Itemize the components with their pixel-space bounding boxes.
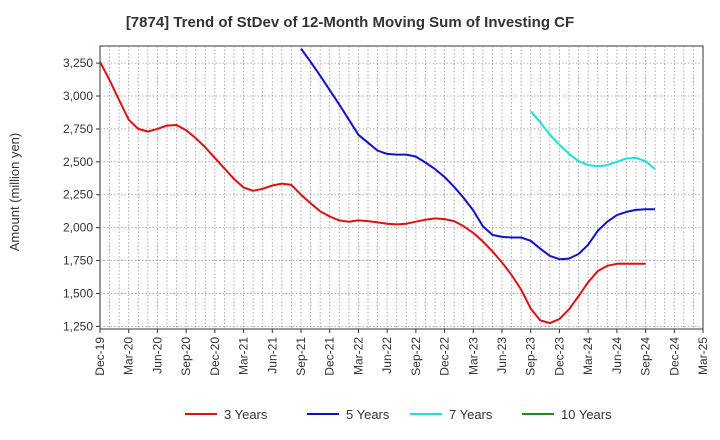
series-line-5-years [300,48,656,261]
x-tick-label: Mar-22 [351,337,365,375]
x-axis: Dec-19 Mar-20 Jun-20 Sep-20 Dec-20 Mar-21 Jun-… [93,329,710,376]
x-tick-label: Dec-19 [93,337,107,376]
series-lines [99,48,656,325]
x-tick-label: Jun-20 [150,337,164,374]
y-tick-label: 2,500 [63,155,93,169]
y-tick-label: 1,750 [63,254,93,268]
legend-label-7-years: 7 Years [449,407,493,422]
x-tick-label: Mar-25 [696,337,710,375]
x-tick-label: Sep-22 [409,337,423,376]
x-tick-label: Mar-23 [466,337,480,375]
y-tick-label: 2,000 [63,221,93,235]
x-tick-label: Mar-21 [237,337,251,375]
series-line-7-years [529,110,656,170]
x-tick-label: Jun-23 [495,337,509,374]
x-tick-label: Dec-20 [208,337,222,376]
x-tick-label: Sep-24 [639,337,653,376]
x-tick-label: Dec-21 [323,337,337,376]
x-tick-label: Jun-24 [610,337,624,374]
grid-lines [100,46,703,329]
y-tick-label: 1,250 [63,319,93,333]
x-tick-label: Sep-23 [524,337,538,376]
x-tick-label: Dec-24 [667,337,681,376]
x-tick-label: Dec-23 [552,337,566,376]
plot-frame [99,45,704,330]
y-axis-label: Amount (million yen) [7,133,22,252]
y-tick-label: 2,750 [63,122,93,136]
x-tick-label: Dec-22 [438,337,452,376]
legend: 3 Years 5 Years 7 Years 10 Years [185,407,612,422]
x-tick-label: Jun-21 [265,337,279,374]
x-tick-label: Sep-21 [294,337,308,376]
chart-title: [7874] Trend of StDev of 12-Month Moving… [126,14,574,31]
x-tick-label: Jun-22 [380,337,394,374]
y-tick-label: 3,000 [63,89,93,103]
y-tick-label: 3,250 [63,56,93,70]
legend-label-10-years: 10 Years [561,407,612,422]
y-axis: 1,250 1,500 1,750 2,000 2,250 2,500 2,750 3,000… [63,56,100,333]
y-tick-label: 1,500 [63,286,93,300]
x-tick-label: Mar-24 [581,337,595,375]
legend-label-5-years: 5 Years [346,407,390,422]
y-tick-label: 2,250 [63,188,93,202]
series-line-3-years [99,61,646,325]
x-tick-label: Mar-20 [122,337,136,375]
plot-area [99,45,704,330]
x-tick-label: Sep-20 [179,337,193,376]
legend-label-3-years: 3 Years [224,407,268,422]
